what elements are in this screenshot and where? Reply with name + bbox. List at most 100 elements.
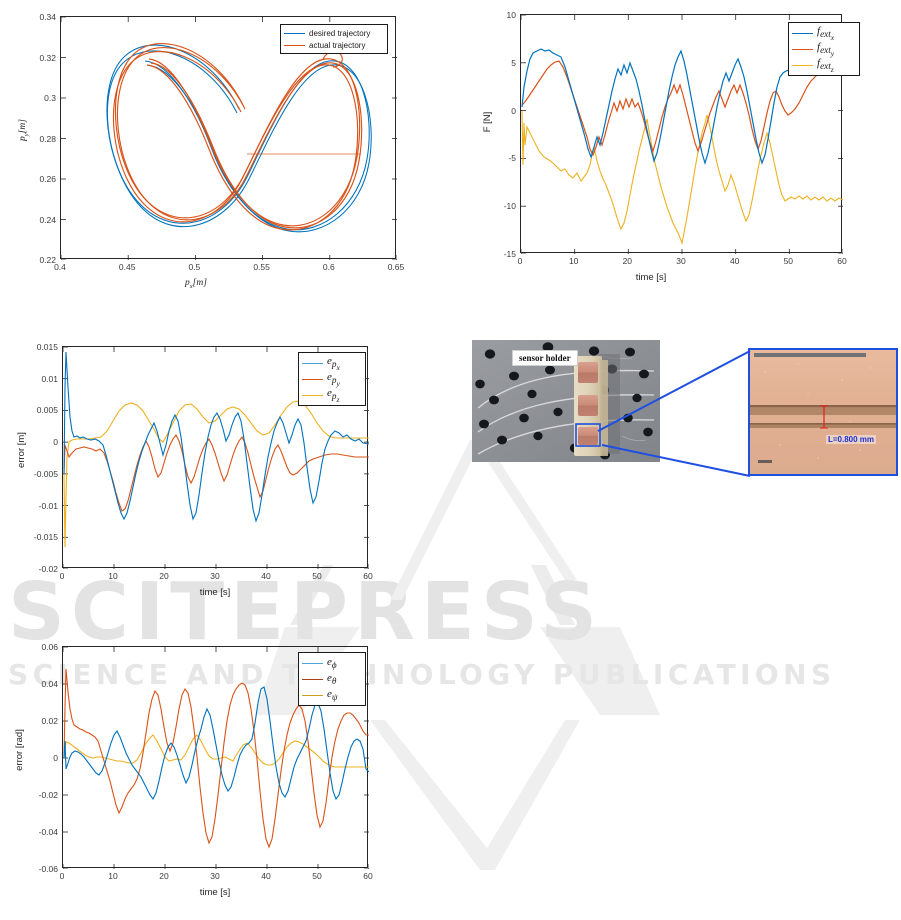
force-xtick-3: 30	[676, 256, 686, 266]
pos-error-xtick-0: 0	[59, 571, 65, 581]
pos-error-legend[interactable]: epx epy epz	[298, 352, 366, 406]
legend-label-epsi: eψ	[327, 687, 338, 703]
pos-error-ytick-0: -0.02	[38, 564, 58, 574]
force-axes	[520, 14, 843, 254]
force-xtick-6: 60	[837, 256, 847, 266]
sensor-holder-caption: sensor holder	[512, 350, 578, 366]
legend-label-ephi: eϕ	[327, 655, 337, 671]
watermark-chevron-lower	[370, 720, 580, 870]
legend-label-actual: actual trajectory	[309, 40, 366, 50]
legend-row-fx: fextx	[792, 24, 855, 42]
legend-label-etheta: eθ	[327, 671, 337, 687]
orient-error-yaxis-label: error [rad]	[14, 729, 25, 771]
legend-row-etheta: eθ	[302, 671, 361, 687]
legend-row-ephi: eϕ	[302, 655, 361, 671]
pos-error-ytick-2: -0.01	[38, 500, 58, 511]
sensor-holder-photo	[472, 340, 660, 462]
pos-error-ytick-7: 0.015	[36, 342, 58, 352]
legend-label-epy: epy	[327, 370, 340, 388]
force-xtick-1: 10	[568, 256, 579, 266]
legend-label-desired: desired trajectory	[309, 28, 371, 38]
trajectory-xtick-3: 0.55	[253, 262, 270, 272]
trajectory-ytick-6: 0.34	[39, 12, 56, 22]
legend-swatch-fy	[792, 48, 813, 50]
legend-swatch-actual	[284, 44, 305, 46]
pos-error-xtick-4: 40	[261, 571, 271, 581]
pos-error-xtick-6: 60	[363, 571, 373, 581]
trajectory-xtick-5: 0.65	[387, 262, 405, 272]
orient-error-xtick-6: 60	[363, 871, 373, 881]
legend-label-epz: epz	[327, 386, 340, 404]
legend-swatch-fx	[792, 32, 813, 34]
legend-swatch-epsi	[302, 694, 323, 696]
legend-swatch-ephi	[302, 662, 323, 664]
force-ytick-4: 5	[511, 57, 516, 68]
trajectory-xaxis-label: px[m]	[185, 278, 207, 290]
force-ytick-0: -15	[503, 249, 516, 259]
force-legend[interactable]: fextx fexty fextz	[788, 22, 860, 76]
orient-error-xtick-3: 30	[210, 871, 220, 881]
force-xtick-2: 20	[622, 256, 633, 266]
pos-error-xtick-2: 20	[159, 571, 169, 581]
force-ytick-2: -5	[508, 153, 516, 164]
orient-error-ytick-0: -0.06	[38, 864, 58, 874]
orient-error-ytick-5: 0.04	[41, 679, 58, 689]
orientation-error-curves	[63, 647, 369, 869]
orient-error-xaxis-label: time [s]	[199, 887, 231, 898]
pos-error-xtick-3: 30	[210, 571, 220, 581]
pos-error-ytick-5: 0.005	[36, 405, 58, 416]
microscope-inset	[748, 348, 898, 476]
legend-row-actual: actual trajectory	[284, 39, 383, 51]
legend-swatch-desired	[284, 32, 305, 34]
trajectory-ytick-2: 0.26	[39, 174, 56, 184]
legend-swatch-etheta	[302, 678, 323, 680]
trajectory-yaxis-label: py[m]	[18, 119, 30, 141]
legend-label-fx: fextx	[817, 24, 835, 42]
watermark-chevron	[390, 440, 577, 600]
sensor-photo-panel: sensor holder	[450, 330, 901, 510]
trajectory-legend[interactable]: desired trajectory actual trajectory	[280, 24, 388, 54]
orient-error-xtick-0: 0	[59, 871, 65, 881]
trajectory-ytick-4: 0.3	[44, 93, 56, 103]
trajectory-ytick-0: 0.22	[39, 255, 56, 265]
legend-swatch-fz	[792, 64, 813, 66]
trajectory-axes	[60, 16, 397, 260]
trajectory-xtick-2: 0.5	[188, 262, 201, 272]
trajectory-ytick-1: 0.24	[39, 214, 56, 225]
legend-label-epx: epx	[327, 354, 340, 372]
orientation-error-figure: -0.06 -0.04 -0.02 0 0.02 0.04 0.06 0 10 …	[0, 630, 430, 920]
microscope-inset-content	[750, 350, 896, 474]
legend-label-fy: fexty	[817, 40, 835, 58]
pos-error-xtick-1: 10	[108, 571, 118, 581]
orient-error-ytick-2: -0.02	[38, 790, 58, 800]
legend-label-fz: fextz	[817, 56, 834, 74]
trajectory-figure: 0.22 0.24 0.26 0.28 0.3 0.32 0.34 0.4 0.…	[0, 0, 430, 300]
trajectory-ytick-5: 0.32	[39, 52, 56, 63]
force-xtick-0: 0	[517, 256, 523, 266]
pos-error-ytick-3: -0.005	[33, 468, 58, 479]
zoom-leader-lines	[597, 350, 751, 477]
orient-error-legend[interactable]: eϕ eθ eψ	[298, 652, 366, 706]
trajectory-curves	[61, 17, 397, 260]
force-ytick-3: 0	[511, 105, 516, 116]
orient-error-ytick-6: 0.06	[41, 642, 58, 652]
pos-error-yaxis-label: error [m]	[16, 432, 27, 468]
orient-error-xtick-2: 20	[159, 871, 169, 881]
orientation-error-axes	[62, 646, 369, 869]
pos-error-ytick-1: -0.015	[33, 532, 58, 543]
orient-error-ytick-1: -0.04	[38, 827, 58, 837]
orient-error-xtick-5: 50	[312, 871, 322, 881]
legend-row-epz: epz	[302, 386, 361, 404]
inset-measurement-caption: L=0.800 mm	[826, 435, 877, 444]
force-figure: -15 -10 -5 0 5 10 0 10 20 30 40 50 60 ti…	[470, 0, 900, 300]
sensor-holder-photo-content	[472, 340, 660, 462]
trajectory-ytick-3: 0.28	[39, 133, 56, 144]
force-ytick-1: -10	[503, 201, 516, 212]
pos-error-ytick-6: 0.01	[41, 373, 58, 384]
orient-error-xtick-4: 40	[261, 871, 271, 881]
force-xtick-4: 40	[729, 256, 740, 266]
legend-swatch-epz	[302, 394, 323, 396]
legend-swatch-epy	[302, 378, 323, 380]
legend-row-epy: epy	[302, 370, 361, 388]
